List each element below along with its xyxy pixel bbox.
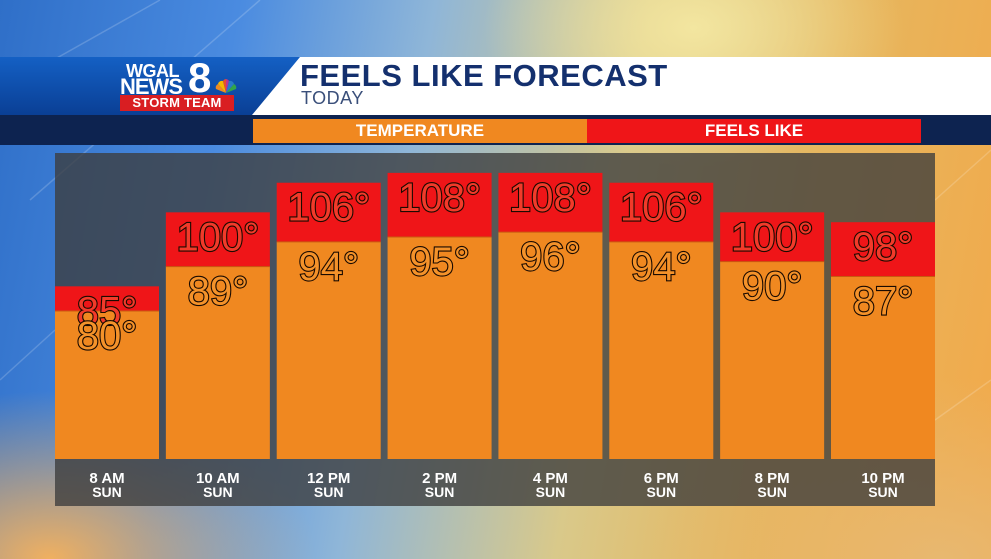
x-tick-day-label: SUN	[425, 484, 455, 500]
x-tick-day-label: SUN	[314, 484, 344, 500]
x-tick-label: 10 AM	[196, 470, 240, 487]
feels-like-value-label: 106°	[620, 186, 703, 230]
logo-line1: WGAL	[126, 61, 179, 81]
temperature-value-label: 96°	[520, 235, 581, 279]
logo-tagline: STORM TEAM	[120, 95, 234, 111]
temperature-bar	[55, 311, 159, 459]
page-title: FEELS LIKE FORECAST	[300, 58, 668, 93]
feels-like-bar	[498, 172, 603, 233]
x-tick-day-label: SUN	[536, 484, 566, 500]
temperature-bar	[609, 241, 714, 459]
x-tick-label: 12 PM	[307, 470, 350, 487]
x-tick-day-label: SUN	[868, 484, 898, 500]
header-bar	[250, 57, 991, 115]
temperature-bar	[387, 237, 492, 459]
temperature-bar	[720, 261, 825, 459]
temperature-value-label: 94°	[298, 245, 359, 289]
x-tick-day-label: SUN	[647, 484, 677, 500]
feels-like-bar	[831, 222, 935, 277]
temperature-bar	[276, 241, 381, 459]
feels-like-bar	[720, 212, 825, 262]
temperature-bar	[165, 266, 270, 459]
feels-like-value-label: 98°	[853, 225, 914, 269]
x-tick-label: 10 PM	[861, 470, 904, 487]
temperature-value-label: 89°	[188, 270, 249, 314]
feels-like-value-label: 100°	[176, 215, 259, 259]
logo-line2: NEWS	[120, 74, 183, 99]
feels-like-bar	[609, 182, 714, 242]
feels-like-bar	[276, 182, 381, 242]
x-tick-day-label: SUN	[757, 484, 787, 500]
feels-like-value-label: 108°	[509, 176, 592, 220]
temperature-value-label: 94°	[631, 245, 692, 289]
temperature-value-label: 95°	[409, 240, 470, 284]
page-subtitle: TODAY	[301, 88, 364, 108]
x-tick-label: 6 PM	[644, 470, 679, 487]
x-tick-day-label: SUN	[92, 484, 122, 500]
temperature-value-label: 87°	[853, 279, 914, 323]
x-tick-label: 8 PM	[755, 470, 790, 487]
feels-like-value-label: 106°	[287, 186, 370, 230]
x-tick-label: 2 PM	[422, 470, 457, 487]
temperature-bar	[498, 232, 603, 459]
x-tick-day-label: SUN	[203, 484, 233, 500]
feels-like-value-label: 85°	[77, 289, 138, 333]
logo-number: 8	[188, 54, 212, 101]
temperature-bar	[831, 276, 935, 459]
station-logo: WGAL NEWS 8 STORM TEAM	[116, 54, 240, 114]
feels-like-value-label: 100°	[731, 215, 814, 259]
x-tick-label: 8 AM	[89, 470, 124, 487]
chart-panel: 85° 80° 8 AM SUN 100° 89° 10 AM SUN 106° 94° 12 PM…	[55, 153, 935, 506]
temperature-value-label: 90°	[742, 265, 803, 309]
legend-feels-like: FEELS LIKE	[587, 119, 921, 143]
feels-like-value-label: 108°	[398, 176, 481, 220]
feels-like-bar	[165, 212, 270, 267]
legend-temperature: TEMPERATURE	[253, 119, 587, 143]
feels-like-bar	[387, 172, 492, 237]
peacock-icon	[215, 79, 237, 93]
feels-like-bar	[55, 286, 159, 311]
x-tick-label: 4 PM	[533, 470, 568, 487]
temperature-value-label: 80°	[77, 314, 138, 358]
